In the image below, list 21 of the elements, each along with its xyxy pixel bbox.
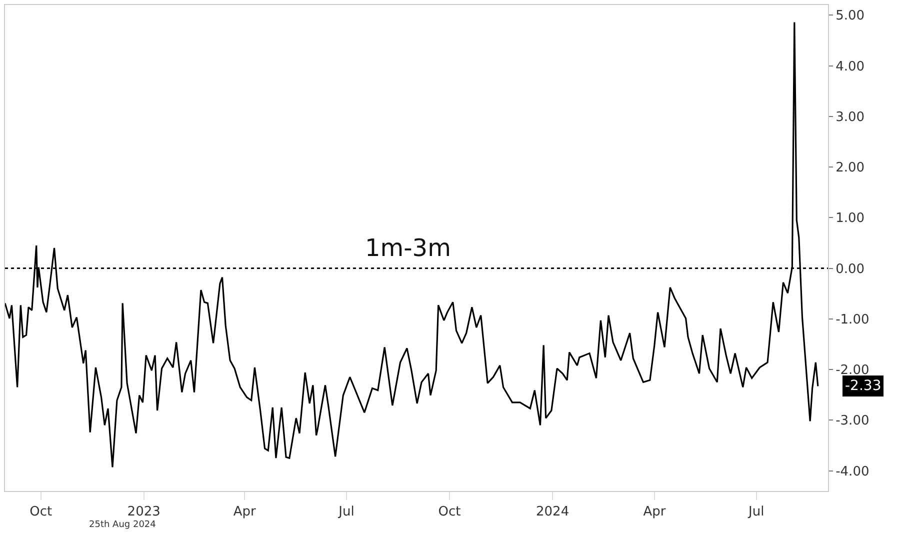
y-tick-label: 0.00 (836, 262, 865, 277)
x-tick-label: 2024 (536, 504, 570, 520)
y-tick-label: 5.00 (836, 8, 865, 24)
x-tick-label: Oct (30, 504, 52, 520)
x-tick-label: 2023 (127, 504, 160, 520)
x-tick-label: Jul (747, 504, 764, 520)
y-tick-label: 4.00 (836, 59, 865, 74)
x-tick-label: Oct (438, 504, 461, 520)
y-tick-label: -1.00 (836, 312, 870, 328)
ref-line-label: 1m-3m (365, 234, 451, 262)
y-tick-label: -2.00 (836, 363, 870, 378)
y-tick-label: -4.00 (836, 464, 870, 480)
text: 25th Aug 2024 (89, 520, 156, 530)
y-tick-label: 3.00 (836, 110, 865, 125)
x-tick-label: Jul (338, 504, 354, 520)
x-tick-label: Apr (233, 504, 257, 520)
y-tick-label: -3.00 (836, 414, 870, 429)
x-tick-label: Apr (643, 504, 666, 520)
y-tick-label: 2.00 (836, 160, 865, 176)
y-tick-label: 1.00 (836, 211, 865, 226)
annotation: -2.33 (845, 378, 882, 394)
